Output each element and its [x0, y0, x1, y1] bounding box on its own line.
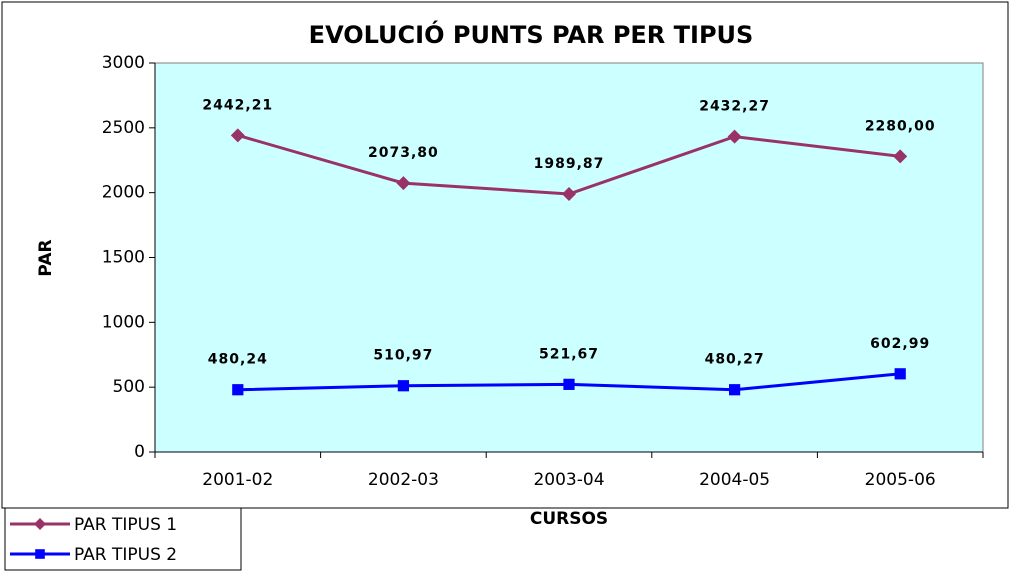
y-tick-label: 1500 [102, 248, 145, 268]
y-axis-label: PAR [36, 239, 56, 276]
value-label: 2280,00 [865, 118, 936, 134]
data-point [894, 368, 906, 380]
x-tick-label: 2005-06 [865, 470, 936, 490]
y-tick-label: 1000 [102, 312, 145, 332]
data-point [396, 176, 411, 191]
x-tick-label: 2002-03 [368, 470, 439, 490]
data-point [563, 378, 575, 390]
data-point [232, 384, 244, 396]
legend-marker [35, 549, 45, 559]
value-label: 480,27 [705, 352, 765, 368]
y-tick-label: 0 [134, 442, 145, 462]
x-tick-label: 2004-05 [699, 470, 770, 490]
data-point [727, 129, 742, 144]
y-tick-label: 3000 [102, 53, 145, 73]
data-point [397, 380, 409, 392]
value-label: 602,99 [870, 336, 930, 352]
value-label: 2432,27 [699, 99, 770, 115]
y-tick-label: 2000 [102, 183, 145, 203]
legend-label: PAR TIPUS 2 [74, 545, 177, 565]
chart-title: EVOLUCIÓ PUNTS PAR PER TIPUS [309, 19, 754, 49]
value-label: 2073,80 [368, 145, 439, 161]
data-point [729, 384, 741, 396]
plot-area [154, 62, 984, 453]
value-label: 1989,87 [534, 156, 605, 172]
y-tick-label: 2500 [102, 118, 145, 138]
legend-marker [34, 518, 46, 530]
x-axis-label: CURSOS [530, 509, 608, 529]
value-label: 510,97 [373, 348, 433, 364]
y-tick-label: 500 [113, 377, 145, 397]
legend: PAR TIPUS 1 PAR TIPUS 2 [4, 507, 242, 571]
x-tick-label: 2003-04 [533, 470, 604, 490]
data-point [230, 128, 245, 143]
value-label: 480,24 [208, 352, 268, 368]
value-label: 521,67 [539, 346, 599, 362]
data-point [562, 186, 576, 201]
legend-label: PAR TIPUS 1 [74, 515, 177, 535]
value-label: 2442,21 [202, 97, 273, 113]
data-point [893, 149, 908, 164]
x-tick-label: 2001-02 [202, 470, 273, 490]
legend-box [4, 507, 242, 571]
